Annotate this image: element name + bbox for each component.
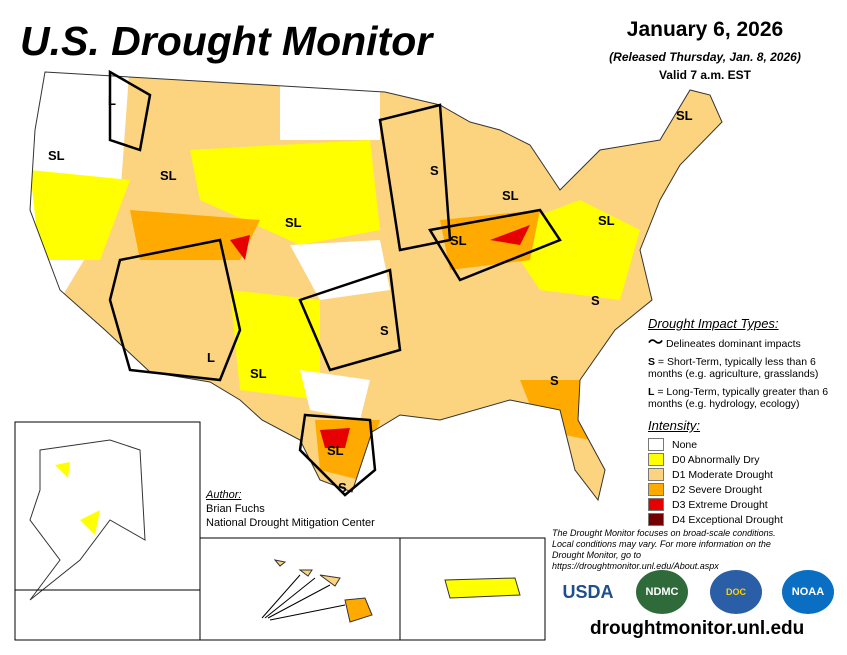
label-sl: SL [598,213,615,228]
none-area-ks [290,240,390,300]
intensity-list: None D0 Abnormally Dry D1 Moderate Drought… [648,437,847,527]
short-term-item: S = Short-Term, typically less than 6 mo… [648,356,819,380]
legend-item: None [648,437,847,452]
legend-label: D3 Extreme Drought [672,498,768,511]
page-title: U.S. Drought Monitor [20,18,433,64]
legend-label: D4 Exceptional Drought [672,513,783,526]
legend-item: D0 Abnormally Dry [648,452,847,467]
legend-label: D1 Moderate Drought [672,468,773,481]
legend-swatch [648,483,664,496]
usda-logo: USDA [562,581,614,602]
label-s: S [550,373,559,388]
hawaii-inset [199,537,401,641]
legend-swatch [648,513,664,526]
d3-area-wtx [255,425,275,440]
label-s: S [338,480,347,495]
puerto-rico-shape [444,577,521,599]
label-sl: SL [450,233,467,248]
legend-swatch [648,438,664,451]
commerce-logo: DOC [710,570,762,614]
none-area-north [280,72,380,140]
label-sl: SL [676,108,693,123]
author-org: National Drought Mitigation Center [206,517,375,529]
d3-area-oh [490,225,530,245]
label-s: S [591,293,600,308]
label-s: S [430,163,439,178]
d2-area-rockies [130,210,260,260]
label-sl: SL [327,443,344,458]
legend-label: D0 Abnormally Dry [672,453,760,466]
label-sl: SL [160,168,177,183]
label-sl: SL [48,148,65,163]
intensity-heading: Intensity: [648,418,701,433]
valid-time: Valid 7 a.m. EST [658,68,752,82]
author-block: Author: Brian Fuchs National Drought Mit… [206,488,375,530]
website-link[interactable]: droughtmonitor.unl.edu [590,618,805,639]
legend-label: None [672,438,698,451]
legend: Drought Impact Types: 〜 Delineates domin… [648,316,847,527]
disclaimer-note: The Drought Monitor focuses on broad-sca… [552,528,776,571]
hawaii-big-island [344,597,373,623]
legend-swatch [648,468,664,481]
author-heading: Author: [206,489,242,501]
label-sl: SL [250,366,267,381]
delineates-item: 〜 Delineates dominant impacts [648,334,801,351]
label-s: S [380,323,389,338]
d3-area-co [230,235,250,260]
d0-area-west [30,170,130,260]
long-term-item: L = Long-Term, typically greater than 6 … [648,386,829,410]
legend-label: D2 Severe Drought [672,483,762,496]
d3-area-tx [320,428,350,448]
d0-area-nm [230,290,320,400]
none-area-tx [300,370,370,420]
legend-item: D1 Moderate Drought [648,467,847,482]
impact-boundaries [108,69,562,497]
ndmc-logo: NDMC [636,570,688,614]
author-name: Brian Fuchs [206,503,265,515]
legend-item: D2 Severe Drought [648,482,847,497]
map-date: January 6, 2026 [626,18,784,41]
d0-area-plains [190,140,380,245]
label-l: L [108,93,116,108]
tilde-line-icon: 〜 [648,334,664,351]
legend-swatch [648,498,664,511]
label-sl: SL [285,215,302,230]
legend-item: D3 Extreme Drought [648,497,847,512]
legend-item: D4 Exceptional Drought [648,512,847,527]
noaa-logo: NOAA [782,570,834,614]
legend-swatch [648,453,664,466]
impact-types-heading: Drought Impact Types: [648,316,779,331]
label-sl: SL [502,188,519,203]
alaska-d0 [55,462,100,535]
label-l: L [207,350,215,365]
release-date: (Released Thursday, Jan. 8, 2026) [609,50,801,64]
